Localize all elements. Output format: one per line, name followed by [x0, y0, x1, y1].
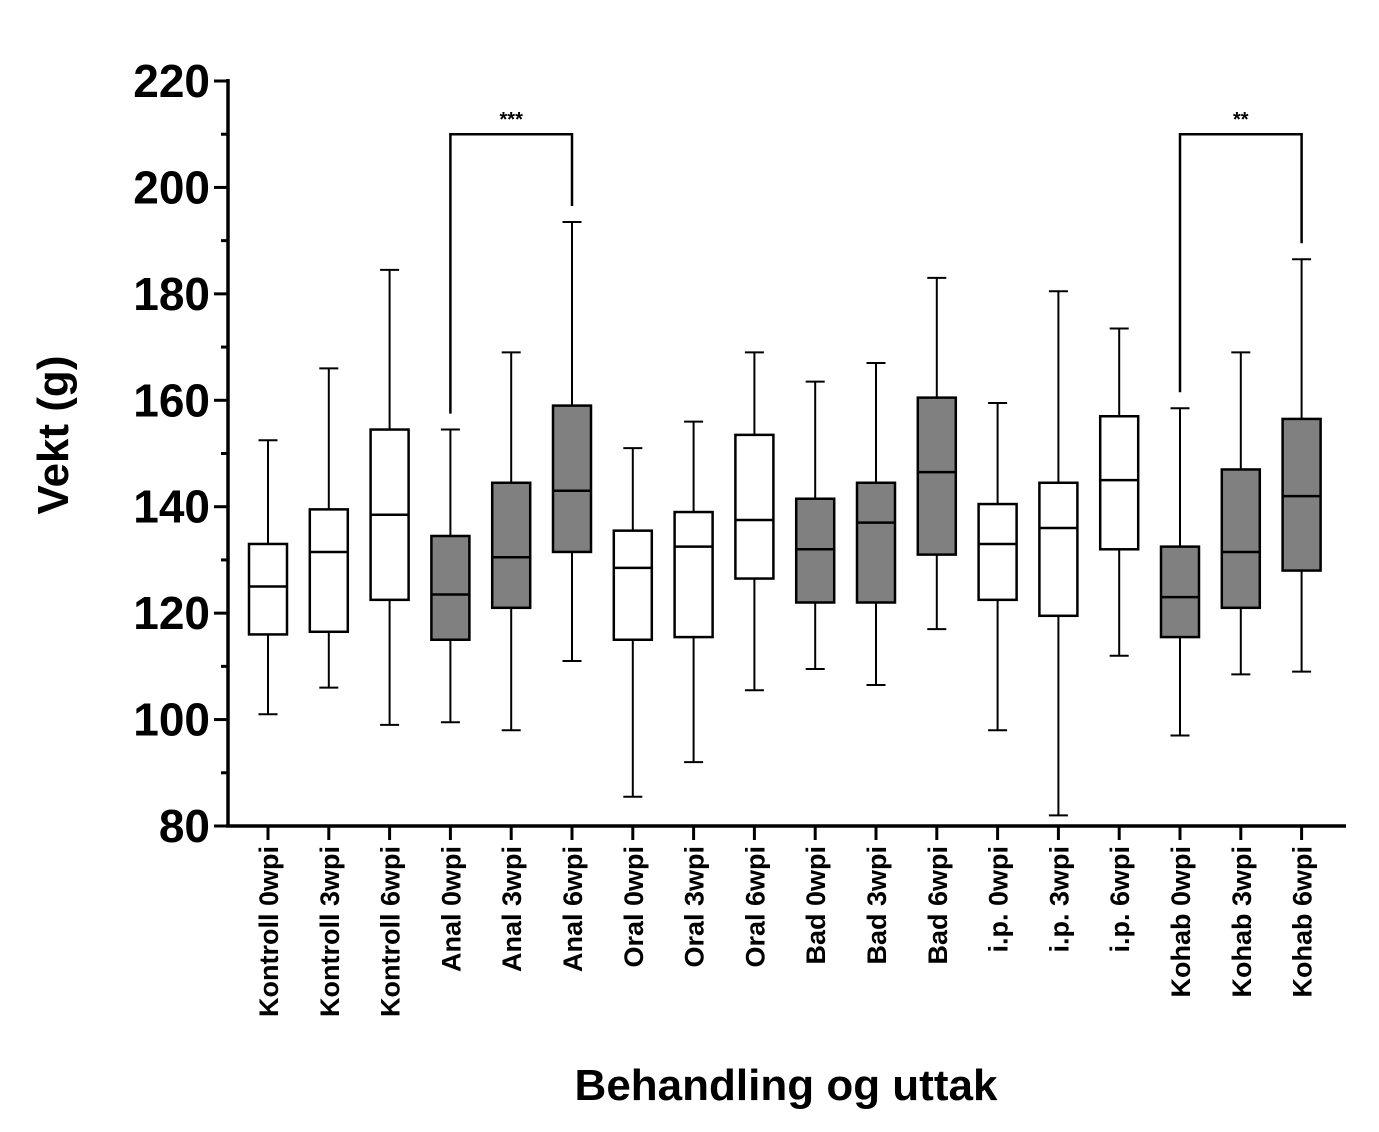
box-17 — [1220, 351, 1262, 676]
x-tick-label: Anal 0wpi — [436, 846, 466, 972]
x-tick-label: Kontroll 6wpi — [376, 846, 406, 1017]
bracket-line — [449, 132, 574, 414]
x-tick-label: Oral 3wpi — [680, 846, 710, 968]
x-tick-label: i.p. 6wpi — [1105, 846, 1135, 953]
box-15 — [1098, 327, 1140, 657]
x-tick-label: Oral 6wpi — [740, 846, 770, 968]
y-tick-label: 120 — [133, 587, 210, 639]
y-axis-title: Vekt (g) — [29, 356, 78, 515]
box-iqr — [916, 396, 958, 556]
box-13 — [977, 401, 1018, 732]
x-tick-label: Oral 0wpi — [619, 846, 649, 968]
x-tick-label: Kohab 3wpi — [1227, 846, 1257, 998]
box-16 — [1159, 407, 1201, 737]
box-4 — [430, 428, 471, 724]
y-tick-label: 100 — [133, 694, 210, 746]
y-tick-label: 160 — [133, 374, 210, 426]
significance-label: *** — [500, 109, 524, 131]
box-14 — [1038, 290, 1079, 817]
x-tick-label: Anal 3wpi — [497, 846, 527, 972]
box-iqr — [1038, 481, 1079, 618]
box-iqr — [612, 529, 654, 641]
box-2 — [308, 367, 350, 689]
box-iqr — [1220, 468, 1262, 610]
boxes-layer — [247, 221, 1322, 817]
box-7 — [612, 447, 654, 798]
y-tick-label: 180 — [133, 268, 210, 320]
significance-layer: *** ** — [449, 109, 1303, 414]
box-iqr — [430, 534, 471, 641]
box-10 — [794, 380, 836, 671]
box-iqr — [673, 510, 714, 639]
box-iqr — [977, 502, 1018, 602]
x-tick-label: Kohab 6wpi — [1288, 846, 1318, 998]
x-tick-label: Kohab 0wpi — [1166, 846, 1196, 998]
box-9 — [734, 351, 775, 692]
box-iqr — [855, 481, 897, 604]
x-axis-title: Behandling og uttak — [575, 1061, 998, 1110]
x-tick-label: i.p. 3wpi — [1044, 846, 1074, 953]
axes-layer — [214, 79, 1346, 840]
x-tick-label: Bad 3wpi — [862, 846, 892, 965]
box-12 — [916, 276, 958, 631]
x-tick-label: Bad 0wpi — [801, 846, 831, 965]
y-tick-label: 200 — [133, 161, 210, 213]
box-iqr — [247, 542, 289, 636]
box-11 — [855, 362, 897, 686]
box-8 — [673, 420, 714, 764]
box-18 — [1281, 258, 1322, 673]
y-tick-label: 80 — [159, 800, 210, 852]
box-iqr — [794, 497, 836, 604]
significance-bracket-2: ** — [1178, 109, 1303, 393]
x-tick-label: Kontroll 0wpi — [254, 846, 284, 1017]
x-tick-label: Anal 6wpi — [558, 846, 588, 972]
box-6 — [551, 221, 593, 663]
x-tick-label: Kontroll 3wpi — [315, 846, 345, 1017]
box-5 — [490, 351, 532, 732]
box-iqr — [1098, 415, 1140, 551]
labels-layer: 80 100 120 140 160 180 200 220 Kontroll 0wpi Kont… — [133, 55, 1317, 1017]
bracket-line — [1178, 132, 1303, 393]
significance-label: ** — [1233, 109, 1249, 131]
x-tick-label: Bad 6wpi — [923, 846, 953, 965]
box-iqr — [308, 508, 350, 634]
box-iqr — [734, 433, 775, 580]
box-iqr — [1281, 417, 1322, 572]
x-tick-label: i.p. 0wpi — [984, 846, 1014, 953]
y-tick-label: 140 — [133, 481, 210, 533]
box-1 — [247, 439, 289, 716]
significance-bracket-1: *** — [449, 109, 574, 414]
box-3 — [369, 268, 410, 726]
y-tick-label: 220 — [133, 55, 210, 107]
box-iqr — [490, 481, 532, 610]
box-iqr — [1159, 545, 1201, 639]
box-iqr — [551, 404, 593, 554]
